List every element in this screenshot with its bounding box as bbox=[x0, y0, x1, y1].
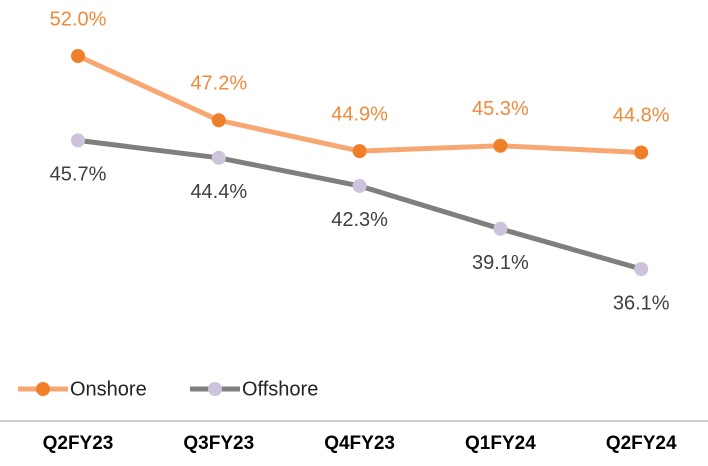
marker bbox=[493, 221, 508, 236]
data-label: 44.8% bbox=[613, 105, 670, 127]
x-tick-label: Q3FY23 bbox=[183, 433, 254, 454]
marker bbox=[211, 150, 226, 165]
legend-label: Offshore bbox=[242, 378, 318, 400]
series-line bbox=[77, 137, 642, 272]
data-label: 47.2% bbox=[190, 73, 247, 95]
data-label: 45.7% bbox=[50, 164, 107, 186]
marker bbox=[352, 144, 367, 159]
data-label: 45.3% bbox=[472, 98, 529, 120]
legend-marker bbox=[36, 382, 50, 396]
marker bbox=[71, 133, 85, 148]
marker bbox=[634, 262, 649, 276]
marker bbox=[493, 138, 508, 153]
marker bbox=[71, 49, 85, 63]
data-label: 52.0% bbox=[50, 8, 107, 30]
data-label: 39.1% bbox=[472, 252, 529, 274]
legend-marker bbox=[208, 382, 222, 396]
marker bbox=[211, 113, 226, 128]
data-label: 42.3% bbox=[331, 209, 388, 231]
x-tick-label: Q2FY24 bbox=[606, 433, 677, 454]
x-tick-label: Q2FY23 bbox=[43, 433, 114, 454]
x-tick-label: Q4FY23 bbox=[324, 433, 395, 454]
marker bbox=[634, 145, 649, 160]
data-label: 44.9% bbox=[331, 103, 388, 125]
legend-label: Onshore bbox=[70, 378, 147, 400]
x-tick-label: Q1FY24 bbox=[465, 433, 536, 454]
data-label: 36.1% bbox=[613, 292, 670, 314]
data-label: 44.4% bbox=[190, 181, 247, 203]
marker bbox=[352, 178, 367, 193]
